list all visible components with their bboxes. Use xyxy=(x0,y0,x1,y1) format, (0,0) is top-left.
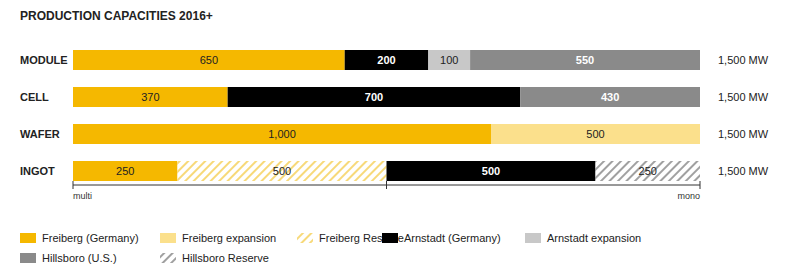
legend: Freiberg (Germany) Freiberg expansion Frei… xyxy=(20,232,641,264)
bar-segment xyxy=(345,50,429,70)
data-label: 500 xyxy=(586,128,604,140)
legend-swatch xyxy=(20,253,36,263)
legend-swatch xyxy=(382,233,398,243)
bar-segment xyxy=(73,124,491,144)
data-label: 200 xyxy=(377,54,395,66)
bar-segment xyxy=(491,124,700,144)
x-tick xyxy=(386,181,387,189)
bar-segment xyxy=(387,161,596,181)
data-label: 250 xyxy=(116,165,134,177)
bar-segment xyxy=(470,50,700,70)
data-label: 370 xyxy=(141,91,159,103)
labels: MODULE 650 200 100 550 1,500 MW CELL 370 700 430 1… xyxy=(20,54,769,177)
chart: PRODUCTION CAPACITIES 2016+ MODULE 650 200 1… xyxy=(0,0,785,276)
total-label: 1,500 MW xyxy=(718,128,769,140)
legend-swatch xyxy=(525,233,541,243)
legend-swatch xyxy=(297,233,313,243)
data-label: 100 xyxy=(440,54,458,66)
legend-label: Freiberg expansion xyxy=(182,232,276,244)
total-label: 1,500 MW xyxy=(718,165,769,177)
data-label: 430 xyxy=(601,91,619,103)
total-label: 1,500 MW xyxy=(718,91,769,103)
data-label: 650 xyxy=(200,54,218,66)
bar-segment xyxy=(520,87,700,107)
data-label: 250 xyxy=(639,165,657,177)
bar-segment xyxy=(596,161,701,181)
title: PRODUCTION CAPACITIES 2016+ xyxy=(20,9,213,23)
data-label: 550 xyxy=(576,54,594,66)
legend-label: Hillsboro (U.S.) xyxy=(42,252,117,264)
legend-swatch xyxy=(20,233,36,243)
category-label: CELL xyxy=(20,91,49,103)
bar-segment xyxy=(228,87,521,107)
bar-segment xyxy=(428,50,470,70)
legend-label: Arnstadt (Germany) xyxy=(404,232,501,244)
total-label: 1,500 MW xyxy=(718,54,769,66)
data-label: 700 xyxy=(365,91,383,103)
x-tick-label: mono xyxy=(677,191,700,201)
data-label: 1,000 xyxy=(268,128,296,140)
page: {"chart_data": { "type": "bar", "title":… xyxy=(0,0,785,276)
legend-label: Freiberg (Germany) xyxy=(42,232,139,244)
bar-segment xyxy=(73,161,178,181)
category-label: WAFER xyxy=(20,128,60,140)
legend-swatch xyxy=(160,233,176,243)
category-label: MODULE xyxy=(20,54,68,66)
bar-segment xyxy=(73,87,228,107)
data-label: 500 xyxy=(273,165,291,177)
data-label: 500 xyxy=(482,165,500,177)
legend-label: Arnstadt expansion xyxy=(547,232,641,244)
legend-swatch xyxy=(160,253,176,263)
x-tick xyxy=(73,181,74,189)
x-tick xyxy=(700,181,701,189)
legend-label: Hillsboro Reserve xyxy=(182,252,269,264)
bar-segment xyxy=(73,50,345,70)
x-tick-label: multi xyxy=(73,191,92,201)
legend-label: Freiberg Reserve xyxy=(319,232,404,244)
category-label: INGOT xyxy=(20,165,55,177)
bars xyxy=(73,50,700,181)
bar-segment xyxy=(178,161,387,181)
